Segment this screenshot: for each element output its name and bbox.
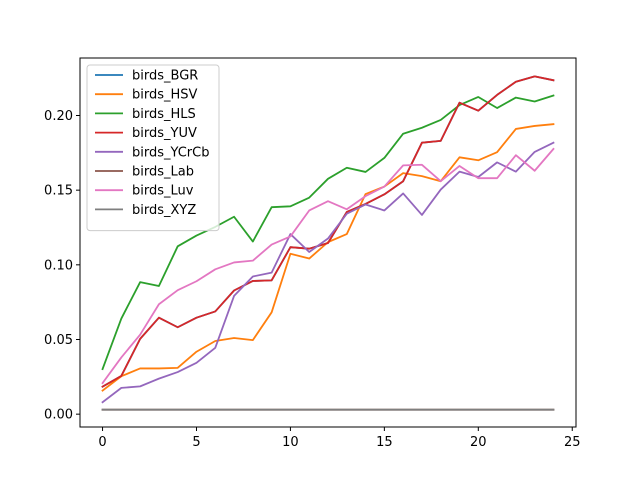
- x-tick-label: 20: [470, 435, 487, 450]
- x-tick-label: 25: [564, 435, 581, 450]
- legend-label: birds_BGR: [132, 69, 198, 84]
- plot-frame: [79, 57, 577, 428]
- legend-label: birds_Lab: [132, 165, 194, 180]
- legend-box: [86, 64, 220, 232]
- series-line-birds-ycrcb: [101, 141, 555, 404]
- legend-label: birds_YCrCb: [132, 145, 210, 160]
- x-tick-label: 10: [282, 435, 299, 450]
- x-tick-label: 5: [192, 435, 200, 450]
- series-line-birds-yuv: [101, 75, 555, 388]
- series-line-birds-hls: [101, 94, 555, 371]
- x-tick-label: 0: [98, 435, 106, 450]
- series-line-birds-luv: [101, 147, 555, 385]
- y-tick-label: 0.20: [44, 109, 73, 124]
- legend-label: birds_XYZ: [132, 203, 196, 218]
- y-tick-label: 0.00: [44, 408, 73, 423]
- x-axis: 0 5 10 15 20 25: [98, 427, 581, 450]
- y-tick-label: 0.05: [44, 333, 73, 348]
- legend-label: birds_YUV: [132, 126, 197, 141]
- series-layer: [101, 75, 555, 411]
- y-tick-label: 0.10: [44, 258, 73, 273]
- legend-label: birds_Luv: [132, 184, 194, 199]
- x-tick-label: 15: [376, 435, 393, 450]
- legend-label: birds_HSV: [132, 88, 198, 103]
- y-axis: 0.00 0.05 0.10 0.15 0.20: [44, 109, 80, 423]
- legend: birds_BGR birds_HSV birds_HLS birds_YUVbird…: [86, 64, 220, 232]
- legend-label: birds_HLS: [132, 107, 196, 122]
- y-tick-label: 0.15: [44, 184, 73, 199]
